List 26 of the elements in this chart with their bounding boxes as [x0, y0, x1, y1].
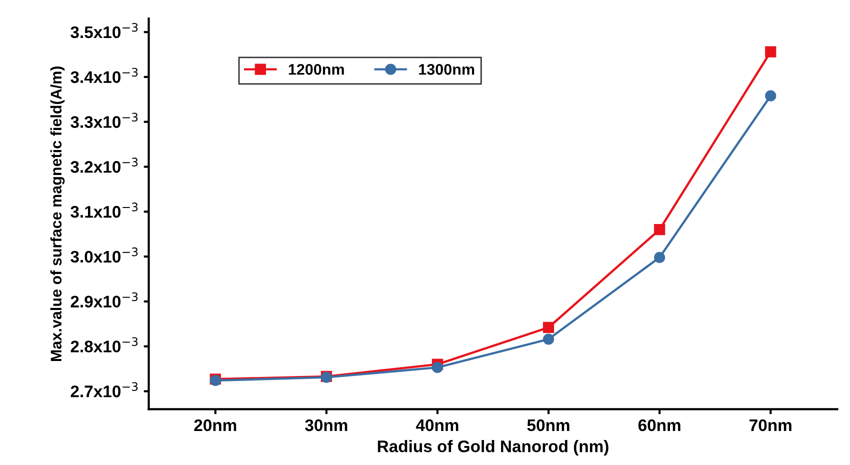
- y-tick-label: 3.2x10$^{−3}$: [70, 158, 138, 173]
- x-tick-label: 40nm: [416, 419, 458, 432]
- legend-label: 1300nm: [419, 64, 474, 75]
- y-tick-label: 3.1x10$^{−3}$: [70, 202, 138, 218]
- x-tick-label: 60nm: [638, 419, 680, 432]
- x-tick-label: 20nm: [194, 419, 236, 432]
- point: [654, 252, 666, 264]
- y-axis-title: Max.value of surface magnetic field(A/m): [50, 66, 65, 362]
- point: [765, 46, 776, 58]
- x-axis-title: Radius of Gold Nanorod (nm): [378, 440, 608, 456]
- point: [542, 334, 554, 345]
- y-tick-label: 2.8x10$^{−3}$: [70, 337, 138, 352]
- x-tick-label: 50nm: [527, 419, 570, 432]
- y-tick-label: 3.4x10$^{−3}$: [70, 68, 138, 84]
- y-tick-label: 3.5x10$^{−3}$: [70, 22, 138, 38]
- point: [432, 362, 444, 373]
- y-tick-label: 2.7x10$^{−3}$: [70, 382, 138, 398]
- y-tick-label: 3.0x10$^{−3}$: [70, 247, 138, 263]
- x-tick-label: 70nm: [750, 419, 792, 432]
- y-tick-label: 2.9x10$^{−3}$: [70, 292, 138, 308]
- point: [654, 224, 666, 236]
- y-tick-label: 3.3x10$^{−3}$: [70, 112, 138, 128]
- legend-label: 1200nm: [288, 64, 344, 75]
- point: [765, 90, 776, 102]
- point: [542, 322, 554, 334]
- x-tick-label: 30nm: [305, 419, 348, 432]
